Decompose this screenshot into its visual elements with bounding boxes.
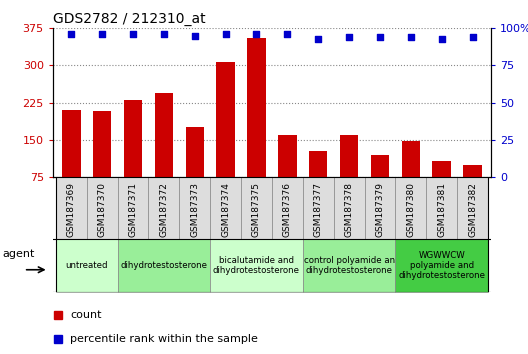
Bar — [180, 177, 210, 239]
Bar — [457, 177, 488, 239]
Bar — [340, 135, 359, 214]
Text: GSM187379: GSM187379 — [375, 182, 384, 237]
Point — [252, 32, 261, 37]
Text: control polyamide an
dihydrotestosterone: control polyamide an dihydrotestosterone — [304, 256, 394, 275]
Point — [159, 32, 168, 37]
Text: GSM187377: GSM187377 — [314, 182, 323, 237]
Bar — [247, 38, 266, 214]
Bar — [371, 155, 389, 214]
Text: WGWWCW
polyamide and
dihydrotestosterone: WGWWCW polyamide and dihydrotestosterone — [398, 251, 485, 280]
Text: GSM187378: GSM187378 — [345, 182, 354, 237]
Text: percentile rank within the sample: percentile rank within the sample — [70, 333, 258, 344]
Text: agent: agent — [3, 249, 35, 259]
Bar — [272, 177, 303, 239]
Text: bicalutamide and
dihydrotestosterone: bicalutamide and dihydrotestosterone — [213, 256, 300, 275]
Point — [345, 34, 353, 40]
Bar — [124, 100, 143, 214]
Bar — [56, 239, 118, 292]
Bar — [216, 62, 235, 214]
Bar — [210, 239, 303, 292]
Bar — [303, 239, 395, 292]
Bar — [401, 141, 420, 214]
Bar — [309, 151, 327, 214]
Bar — [155, 93, 173, 214]
Text: GSM187376: GSM187376 — [283, 182, 292, 237]
Point — [98, 32, 107, 37]
Text: dihydrotestosterone: dihydrotestosterone — [120, 261, 208, 270]
Bar — [278, 135, 297, 214]
Bar — [118, 239, 210, 292]
Text: count: count — [70, 310, 102, 320]
Point — [283, 32, 291, 37]
Bar — [395, 239, 488, 292]
Bar — [432, 161, 451, 214]
Bar — [118, 177, 148, 239]
Text: GSM187375: GSM187375 — [252, 182, 261, 237]
Point — [407, 34, 415, 40]
Text: GSM187382: GSM187382 — [468, 182, 477, 237]
Bar — [93, 111, 111, 214]
Bar — [87, 177, 118, 239]
Bar — [148, 177, 180, 239]
Bar — [463, 165, 482, 214]
Bar — [241, 177, 272, 239]
Text: GSM187372: GSM187372 — [159, 182, 168, 237]
Bar — [364, 177, 395, 239]
Bar — [56, 177, 87, 239]
Bar — [185, 127, 204, 214]
Bar — [210, 177, 241, 239]
Text: untreated: untreated — [65, 261, 108, 270]
Point — [314, 36, 323, 41]
Bar — [334, 177, 364, 239]
Text: GSM187370: GSM187370 — [98, 182, 107, 237]
Point — [221, 32, 230, 37]
Text: GSM187371: GSM187371 — [128, 182, 137, 237]
Point — [191, 33, 199, 39]
Bar — [303, 177, 334, 239]
Point — [437, 36, 446, 41]
Text: GSM187380: GSM187380 — [407, 182, 416, 237]
Text: GSM187373: GSM187373 — [190, 182, 199, 237]
Point — [376, 34, 384, 40]
Point — [468, 34, 477, 40]
Point — [67, 32, 76, 37]
Text: GSM187369: GSM187369 — [67, 182, 76, 237]
Bar — [426, 177, 457, 239]
Text: GSM187374: GSM187374 — [221, 182, 230, 237]
Text: GSM187381: GSM187381 — [437, 182, 446, 237]
Point — [129, 32, 137, 37]
Bar — [62, 110, 81, 214]
Bar — [395, 177, 426, 239]
Text: GDS2782 / 212310_at: GDS2782 / 212310_at — [53, 12, 205, 26]
